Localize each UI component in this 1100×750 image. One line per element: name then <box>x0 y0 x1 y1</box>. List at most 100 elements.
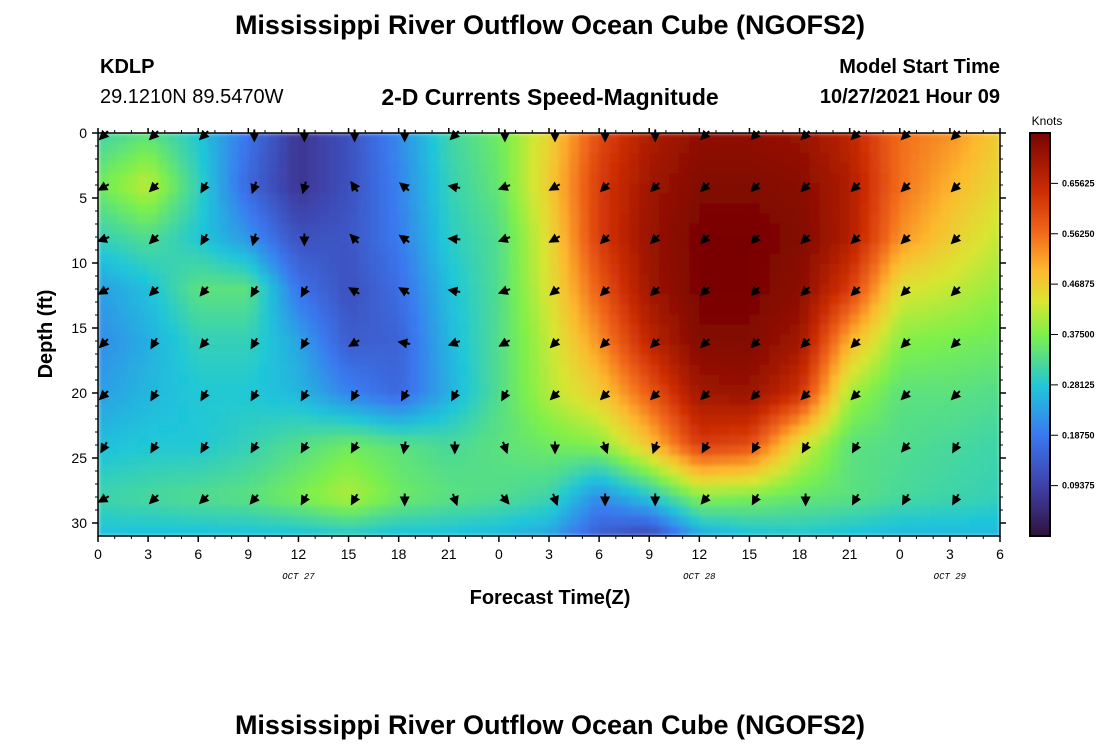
heatmap-cell <box>368 435 380 446</box>
heatmap-cell <box>248 475 259 487</box>
heatmap-cell <box>338 203 350 215</box>
heatmap-cell <box>989 425 1000 436</box>
heatmap-cell <box>488 233 500 245</box>
heatmap-cell <box>739 374 751 386</box>
heatmap-cell <box>659 263 670 275</box>
date-label: OCT 27 <box>282 572 315 582</box>
heatmap-cell <box>809 384 821 396</box>
heatmap-cell <box>609 193 620 205</box>
heatmap-cell <box>468 163 480 174</box>
heatmap-cell <box>228 274 239 285</box>
heatmap-cell <box>889 425 901 436</box>
heatmap-cell <box>438 364 450 376</box>
heatmap-cell <box>368 364 380 376</box>
heatmap-cell <box>368 253 380 265</box>
heatmap-cell <box>819 425 831 436</box>
heatmap-cell <box>979 445 991 456</box>
heatmap-cell <box>98 505 109 517</box>
heatmap-cell <box>188 133 199 144</box>
heatmap-cell <box>749 465 761 477</box>
heatmap-cell <box>228 485 239 497</box>
heatmap-cell <box>639 324 650 336</box>
heatmap-cell <box>899 475 911 487</box>
heatmap-cell <box>308 495 320 507</box>
heatmap-cell <box>368 163 380 174</box>
heatmap-cell <box>709 405 720 416</box>
heatmap-cell <box>829 263 841 275</box>
current-vector-arrow <box>599 285 611 297</box>
current-vector-arrow <box>200 233 210 246</box>
heatmap-cell <box>649 314 660 326</box>
heatmap-cell <box>939 284 951 295</box>
heatmap-cell <box>559 475 570 487</box>
heatmap-cell <box>909 495 921 507</box>
heatmap-cell <box>759 213 771 225</box>
heatmap-cell <box>919 304 931 315</box>
heatmap-cell <box>508 193 520 205</box>
heatmap-cell <box>609 173 620 184</box>
heatmap-cell <box>929 364 941 376</box>
heatmap-cell <box>739 284 751 295</box>
heatmap-cell <box>428 435 440 446</box>
heatmap-cell <box>619 405 630 416</box>
heatmap-cell <box>649 153 660 164</box>
heatmap-cell <box>328 445 340 456</box>
heatmap-cell <box>168 193 179 205</box>
heatmap-cell <box>348 143 360 154</box>
heatmap-cell <box>518 455 530 467</box>
heatmap-cell <box>118 324 129 336</box>
heatmap-cell <box>518 525 530 536</box>
heatmap-cell <box>428 153 440 164</box>
heatmap-cell <box>508 163 520 174</box>
heatmap-cell <box>468 384 480 396</box>
heatmap-cell <box>298 475 310 487</box>
current-vector-arrow <box>350 441 361 454</box>
heatmap-cell <box>98 223 109 235</box>
heatmap-cell <box>709 304 720 315</box>
heatmap-cell <box>428 485 440 497</box>
heatmap-cell <box>829 314 841 326</box>
heatmap-cell <box>799 274 811 285</box>
heatmap-cell <box>448 203 460 215</box>
heatmap-cell <box>348 485 360 497</box>
heatmap-cell <box>829 435 841 446</box>
heatmap-cell <box>468 354 480 366</box>
heatmap-cell <box>639 183 650 195</box>
heatmap-cell <box>348 324 360 336</box>
heatmap-cell <box>839 173 851 184</box>
heatmap-cell <box>819 384 831 396</box>
heatmap-cell <box>879 344 891 356</box>
heatmap-cell <box>328 153 340 164</box>
heatmap-cell <box>629 183 640 195</box>
heatmap-cell <box>649 525 660 536</box>
current-vector-arrow <box>497 233 511 243</box>
heatmap-cell <box>589 183 600 195</box>
heatmap-cell <box>148 364 159 376</box>
heatmap-cell <box>579 465 590 477</box>
heatmap-cell <box>889 153 901 164</box>
x-tick-label: 3 <box>545 546 553 562</box>
heatmap-cell <box>478 274 490 285</box>
heatmap-cell <box>709 425 720 436</box>
heatmap-cell <box>508 425 520 436</box>
heatmap-cell <box>789 455 801 467</box>
heatmap-cell <box>789 163 801 174</box>
heatmap-cell <box>959 384 971 396</box>
x-tick-label: 3 <box>946 546 954 562</box>
heatmap-cell <box>669 465 680 477</box>
heatmap-cell <box>759 163 771 174</box>
heatmap-cell <box>829 153 841 164</box>
heatmap-cell <box>118 445 129 456</box>
heatmap-cell <box>248 435 259 446</box>
heatmap-cell <box>108 274 119 285</box>
heatmap-cell <box>168 485 179 497</box>
heatmap-cell <box>398 505 410 517</box>
heatmap-cell <box>158 465 169 477</box>
heatmap-cell <box>358 485 370 497</box>
heatmap-cell <box>829 505 841 517</box>
heatmap-cell <box>859 243 871 255</box>
heatmap-cell <box>639 284 650 295</box>
heatmap-cell <box>458 374 470 386</box>
heatmap-cell <box>909 475 921 487</box>
heatmap-cell <box>98 314 109 326</box>
